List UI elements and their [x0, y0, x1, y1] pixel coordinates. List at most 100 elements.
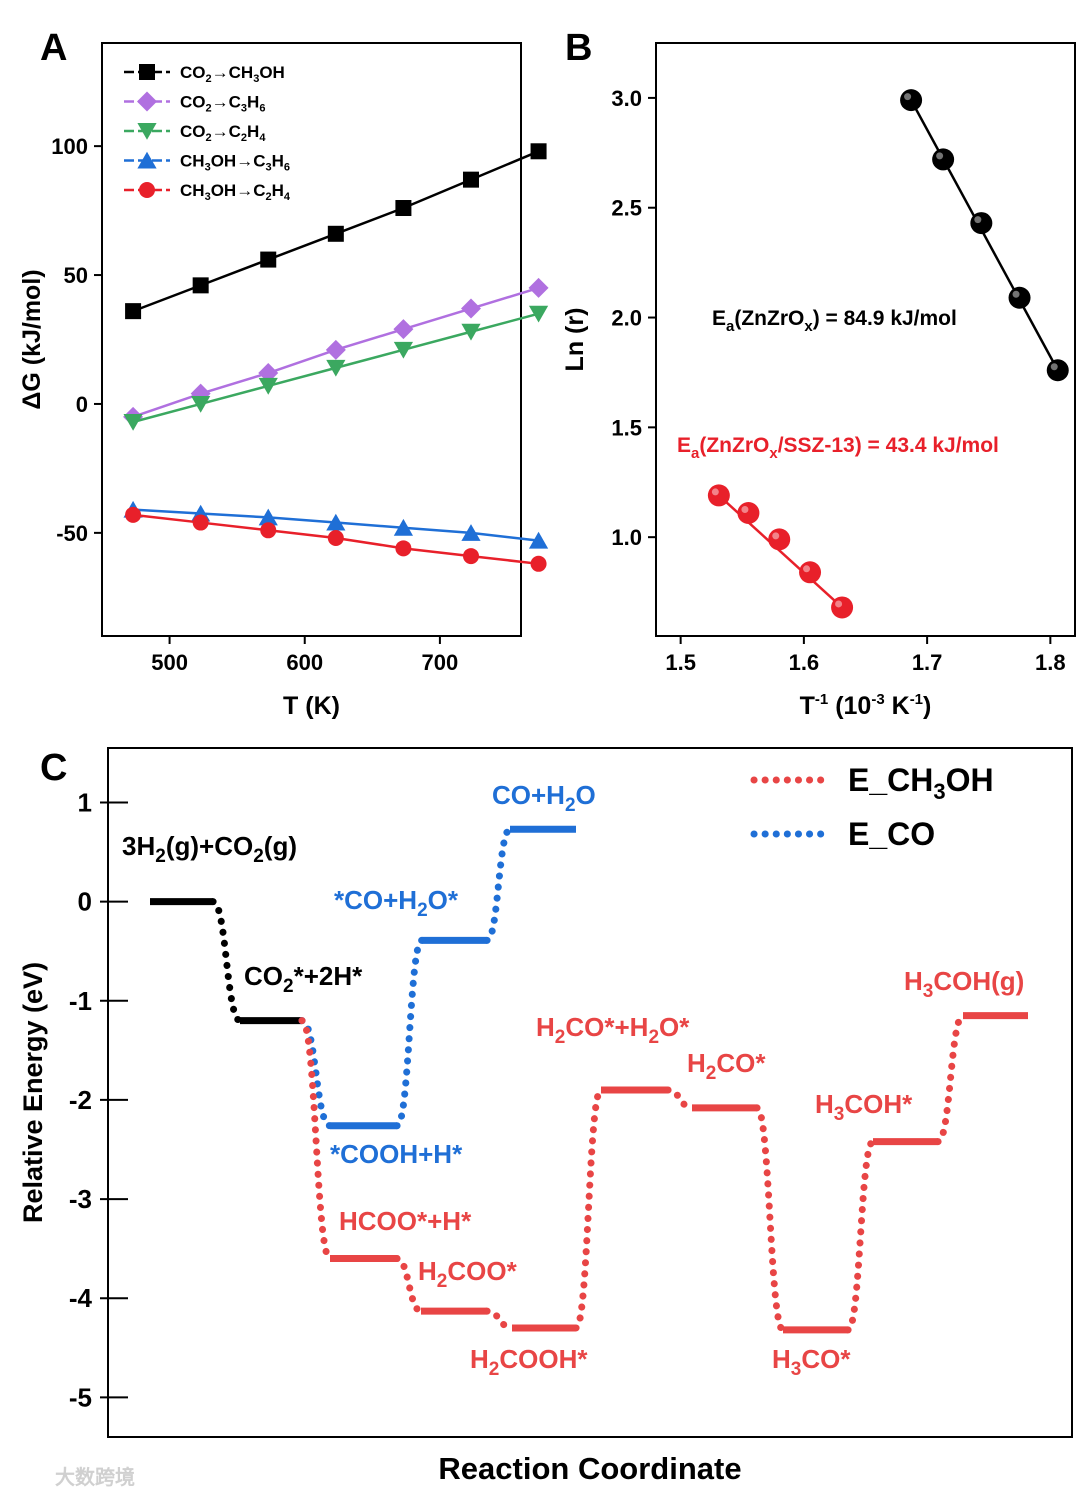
data-point-a-2-6	[528, 305, 549, 323]
state-label-ch3oh-3: H2CO*+H2O*	[536, 1012, 690, 1048]
legend-label-a-4: CH3OH→C2H4	[180, 181, 291, 203]
state-label-shared-1: CO2*+2H*	[244, 961, 363, 997]
data-point-a-2-3	[326, 359, 346, 377]
data-point-a-4-3	[327, 530, 344, 547]
shared-connector-0	[209, 898, 244, 1025]
data-point-a-2-4	[393, 341, 414, 359]
legend-label-c-0: E_CH3OH	[848, 762, 994, 804]
data-point-a-4-6	[530, 555, 547, 572]
data-point-a-3-6	[528, 531, 549, 549]
plot-frame-b	[655, 42, 1076, 637]
data-point-a-1-4	[393, 319, 414, 340]
data-point-b-1-4	[831, 596, 854, 619]
data-point-a-4-0	[125, 506, 142, 523]
plot-frame-a	[101, 42, 522, 637]
legend-marker-a-0	[139, 64, 155, 80]
legend-label-c-1: E_CO	[848, 816, 935, 852]
point-highlight-b-1-1	[741, 506, 749, 514]
data-point-b-0-2	[970, 212, 993, 235]
y-tick-label-c-4: -1	[69, 986, 92, 1016]
series-1-connector-0	[393, 1255, 425, 1315]
watermark: 大数跨境	[55, 1465, 135, 1489]
panel-label-b: B	[565, 27, 592, 69]
state-label-co-2: CO+H2O	[492, 780, 596, 816]
x-tick-label-b-3: 1.8	[1035, 650, 1066, 675]
point-highlight-b-0-2	[974, 216, 982, 224]
data-point-a-3-2	[258, 508, 278, 526]
legend-marker-a-3	[137, 151, 157, 169]
data-point-b-1-1	[737, 502, 760, 525]
state-label-ch3oh-7: H3COH(g)	[904, 966, 1024, 1002]
x-tick-label-a-0: 500	[151, 650, 188, 675]
data-point-b-0-3	[1008, 286, 1031, 309]
data-point-a-1-6	[528, 277, 549, 298]
fit-line-b-0	[909, 99, 1059, 371]
x-axis-label-b: T-1 (10-3 K-1)	[800, 691, 932, 720]
data-point-a-0-3	[327, 225, 344, 242]
y-tick-label-a-1: 0	[76, 392, 88, 417]
x-tick-label-b-2: 1.7	[912, 650, 943, 675]
y-tick-label-b-3: 2.5	[611, 196, 642, 221]
data-point-a-3-4	[393, 518, 414, 536]
state-label-co-1: *CO+H2O*	[334, 885, 459, 921]
data-point-a-3-3	[326, 513, 346, 531]
state-label-ch3oh-2: H2COOH*	[470, 1344, 588, 1380]
data-point-a-0-2	[260, 251, 277, 268]
state-label-ch3oh-0: HCOO*+H*	[339, 1206, 472, 1236]
data-point-b-1-2	[768, 528, 791, 551]
data-point-a-2-2	[258, 377, 278, 395]
plot-frame-c	[107, 747, 1073, 1438]
y-tick-label-c-3: -2	[69, 1085, 92, 1115]
legend-marker-a-4	[139, 182, 155, 198]
data-point-a-4-5	[462, 548, 479, 565]
annotation-b-1: Ea(ZnZrOx/SSZ-13) = 43.4 kJ/mol	[677, 434, 999, 462]
data-point-a-1-3	[325, 339, 346, 360]
state-label-shared-0: 3H2(g)+CO2(g)	[122, 831, 297, 867]
state-label-ch3oh-4: H2CO*	[687, 1048, 766, 1084]
data-point-a-4-1	[192, 514, 209, 531]
y-tick-label-c-1: -4	[69, 1283, 93, 1313]
series-0-connector-1	[483, 825, 514, 944]
legend-marker-a-2	[137, 123, 157, 140]
data-point-a-0-0	[125, 303, 142, 320]
state-label-ch3oh-1: H2COO*	[418, 1256, 518, 1292]
data-point-b-0-4	[1046, 359, 1069, 382]
legend-label-a-3: CH3OH→C3H6	[180, 152, 290, 174]
y-axis-label-c: Relative Energy (eV)	[18, 962, 48, 1223]
point-highlight-b-0-1	[936, 152, 944, 160]
data-point-a-2-0	[123, 414, 143, 431]
point-highlight-b-0-0	[904, 93, 912, 101]
data-point-a-4-4	[395, 540, 412, 557]
data-point-a-1-5	[460, 298, 481, 319]
series-1-connector-start	[298, 1017, 334, 1263]
legend-label-a-2: CO2→C2H4	[180, 122, 266, 144]
state-label-ch3oh-5: H3CO*	[772, 1344, 851, 1380]
point-highlight-b-0-4	[1050, 363, 1058, 371]
series-1-connector-2	[572, 1086, 605, 1332]
legend-label-a-1: CO2→C3H6	[180, 93, 265, 115]
data-point-b-1-3	[799, 561, 822, 584]
data-point-b-1-0	[707, 484, 730, 507]
y-tick-label-a-2: 50	[64, 263, 88, 288]
y-axis-label-a: ΔG (kJ/mol)	[18, 269, 46, 409]
legend-label-a-0: CO2→CH3OH	[180, 63, 285, 85]
point-highlight-b-1-3	[803, 565, 811, 573]
panel-a: 500 600 700 -50 0 50 100 T (K) ΔG (kJ/mol) CO2→CH…	[18, 42, 549, 720]
series-1-connector-1	[483, 1307, 516, 1332]
data-point-a-0-5	[462, 171, 479, 188]
y-tick-label-c-5: 0	[78, 887, 92, 917]
point-highlight-b-1-2	[772, 532, 780, 540]
panel-c: -5 -4 -3 -2 -1 0 1 Reaction Coordinate Relative …	[18, 747, 1073, 1486]
series-0-connector-start	[298, 1017, 334, 1130]
data-point-b-0-0	[900, 89, 923, 112]
series-1-connector-4	[753, 1104, 787, 1334]
y-tick-label-b-4: 3.0	[611, 86, 642, 111]
data-point-a-2-1	[191, 395, 211, 413]
series-1-connector-3	[664, 1086, 696, 1112]
panel-label-c: C	[40, 747, 67, 789]
panel-label-a: A	[40, 27, 67, 69]
point-highlight-b-0-3	[1012, 290, 1020, 298]
x-tick-label-a-2: 700	[422, 650, 459, 675]
y-tick-label-c-2: -3	[69, 1184, 92, 1214]
